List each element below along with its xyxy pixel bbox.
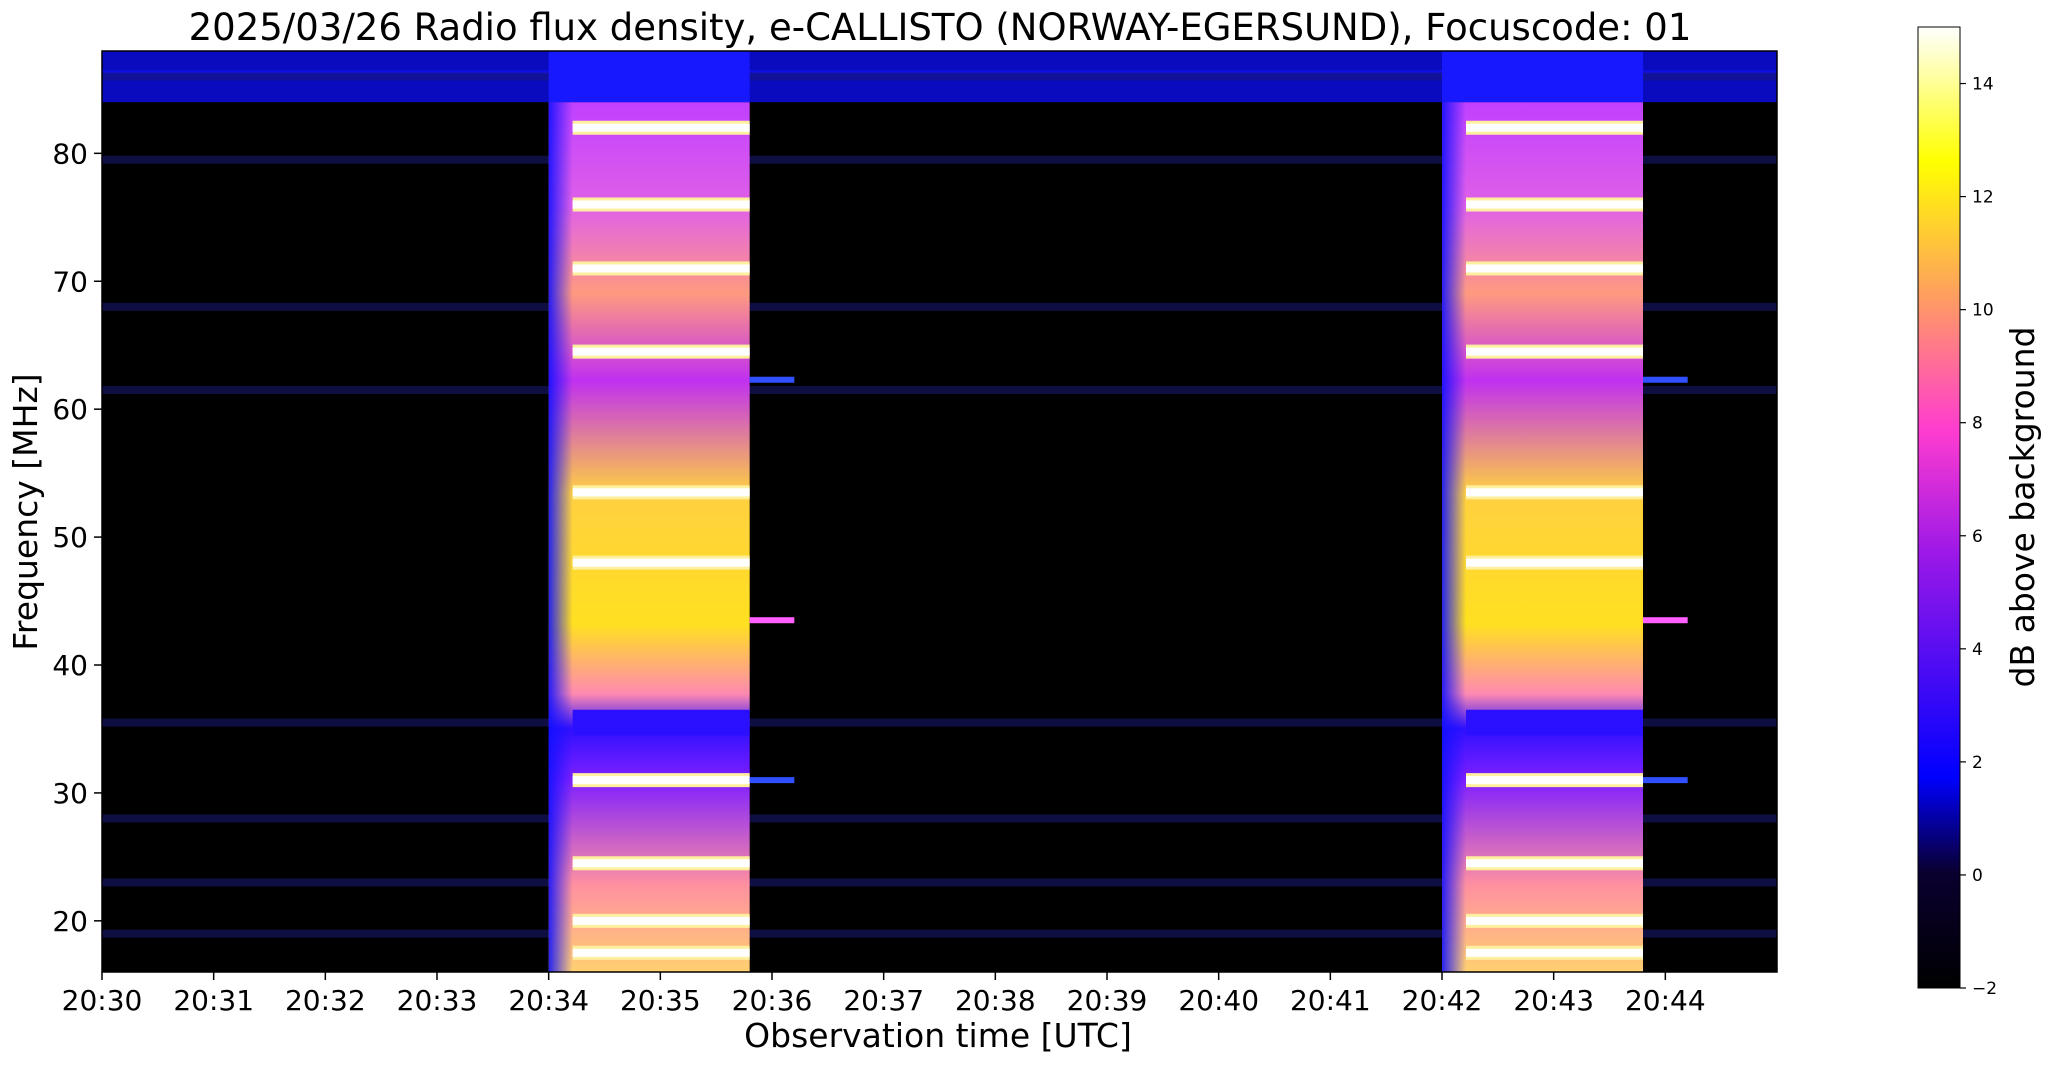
x-axis-label: Observation time [UTC]: [744, 1016, 1132, 1055]
colorbar-tick-label: 8: [1972, 414, 1983, 434]
burst-bright-core: [572, 264, 750, 273]
x-tick-label: 20:34: [508, 984, 589, 1017]
background-band: [102, 155, 1777, 164]
burst-fill: [548, 102, 750, 972]
x-axis: 20:30 20:31 20:32 20:33 20:34 20:35 20:36 20:37…: [62, 972, 1706, 1017]
x-tick-label: 20:31: [173, 984, 254, 1017]
y-tick-label: 80: [52, 137, 88, 170]
background-band: [102, 385, 1777, 394]
background-band: [102, 929, 1777, 938]
colorbar-label: dB above background: [2003, 327, 2042, 688]
burst-region: [548, 51, 750, 972]
x-tick-label: 20:30: [62, 984, 143, 1017]
background-band: [102, 878, 1777, 887]
burst-bright-core: [1466, 776, 1643, 785]
burst-gap-band: [572, 709, 750, 736]
y-tick-label: 70: [52, 265, 88, 298]
x-tick-label: 20:40: [1178, 984, 1259, 1017]
burst-bright-core: [1466, 916, 1643, 925]
burst-bright-core: [1466, 558, 1643, 567]
colorbar-tick-label: 10: [1972, 301, 1994, 321]
x-tick-label: 20:37: [843, 984, 924, 1017]
narrowband-line: [1643, 777, 1688, 784]
x-tick-label: 20:32: [285, 984, 366, 1017]
colorbar-tick-label: 4: [1972, 640, 1983, 660]
x-tick-label: 20:33: [397, 984, 478, 1017]
x-tick-label: 20:39: [1067, 984, 1148, 1017]
narrowband-line: [1643, 376, 1688, 383]
burst-onset-edge: [1442, 102, 1466, 972]
colorbar-tick-label: 0: [1972, 866, 1983, 886]
x-tick-label: 20:38: [955, 984, 1036, 1017]
colorbar-tick-label: 12: [1972, 188, 1994, 208]
y-tick-label: 30: [52, 777, 88, 810]
colorbar-tick-label: 14: [1972, 75, 1994, 95]
narrowband-line: [1643, 617, 1688, 624]
burst-bright-core: [572, 200, 750, 209]
burst-bright-core: [572, 123, 750, 132]
burst-onset-edge: [548, 102, 573, 972]
burst-bright-core: [1466, 488, 1643, 497]
burst-bright-core: [1466, 859, 1643, 868]
y-tick-label: 20: [52, 905, 88, 938]
background-band: [102, 72, 1777, 81]
chart-title: 2025/03/26 Radio flux density, e-CALLIST…: [189, 6, 1692, 49]
colorbar-tick-label: 6: [1972, 527, 1983, 547]
burst-bright-core: [1466, 347, 1643, 356]
colorbar-ticks: −2 0 2 4 6 8 10 12 14: [1960, 75, 1997, 999]
burst-bright-core: [572, 859, 750, 868]
heatmap-image: [102, 51, 1777, 972]
burst-bright-core: [572, 558, 750, 567]
colorbar: −2 0 2 4 6 8 10 12 14 dB above background: [1917, 26, 2042, 999]
colorbar-tick-label: 2: [1972, 753, 1983, 773]
x-tick-label: 20:35: [620, 984, 701, 1017]
top-noise-line: [102, 70, 1777, 74]
x-tick-label: 20:42: [1402, 984, 1483, 1017]
burst-top: [548, 51, 750, 103]
burst-bright-core: [572, 776, 750, 785]
burst-region: [1442, 51, 1643, 972]
background-band: [102, 814, 1777, 823]
burst-bright-core: [1466, 948, 1643, 957]
y-tick-label: 50: [52, 521, 88, 554]
y-tick-label: 60: [52, 393, 88, 426]
burst-bright-core: [572, 347, 750, 356]
colorbar-tick-label: −2: [1972, 979, 1997, 999]
colorbar-gradient: [1917, 26, 1961, 989]
burst-gap-band: [1466, 709, 1643, 736]
y-tick-label: 40: [52, 649, 88, 682]
y-axis-label: Frequency [MHz]: [6, 373, 45, 650]
background-band: [102, 302, 1777, 311]
x-tick-label: 20:36: [732, 984, 813, 1017]
burst-bright-core: [572, 948, 750, 957]
x-tick-label: 20:41: [1290, 984, 1371, 1017]
narrowband-line: [749, 777, 795, 784]
narrowband-line: [749, 617, 795, 624]
y-axis: 20 30 40 50 60 70 80: [52, 137, 102, 938]
burst-top: [1442, 51, 1643, 103]
burst-bright-core: [1466, 264, 1643, 273]
x-tick-label: 20:44: [1625, 984, 1706, 1017]
burst-fill: [1442, 102, 1643, 972]
x-tick-label: 20:43: [1513, 984, 1594, 1017]
background-band: [102, 718, 1777, 727]
burst-bright-core: [572, 916, 750, 925]
plot-frame: [101, 50, 1778, 973]
narrowband-line: [749, 376, 795, 383]
burst-bright-core: [572, 488, 750, 497]
plot-area: [101, 50, 1778, 973]
burst-bright-core: [1466, 123, 1643, 132]
burst-bright-core: [1466, 200, 1643, 209]
